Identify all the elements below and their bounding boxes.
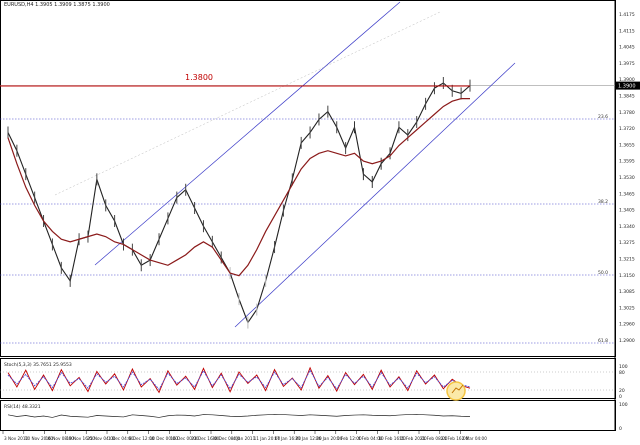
- price-tick-label: 1.3025: [619, 305, 635, 311]
- price-tick-label: 1.3275: [619, 240, 635, 246]
- stoch-scale-label: 0: [619, 394, 622, 400]
- symbol-info: EURUSD,H4 1.3905 1.3909 1.3875 1.3900: [4, 2, 110, 8]
- current-price-tag: [616, 81, 640, 90]
- time-tick-label: 17 Jan 16:00: [274, 436, 301, 441]
- price-tick-label: 1.3780: [619, 110, 635, 116]
- price-tick-label: 1.4175: [619, 12, 635, 18]
- time-tick-label: 30 Dec 08:00: [212, 436, 240, 441]
- current-price-text: 1.3900: [618, 84, 636, 90]
- price-tick-label: 1.3655: [619, 142, 635, 148]
- trend-channel: [54, 1, 516, 328]
- channel-upper-line: [94, 1, 401, 266]
- main-panel-frame: [0, 0, 616, 357]
- stoch-signal-line: [7, 369, 471, 391]
- price-tick-label: 1.3720: [619, 126, 635, 132]
- stoch-scale-label: 80: [619, 370, 625, 376]
- price-tick-label: 1.3405: [619, 208, 635, 214]
- time-tick-label: 16 Nov 08:00: [46, 436, 75, 441]
- time-tick-label: 3 Nov 2010: [4, 436, 28, 441]
- time-tick-label: 24 Feb 16:00: [441, 436, 469, 441]
- channel-lower-line: [234, 62, 516, 328]
- price-line: [7, 82, 471, 324]
- channel-mid-line: [54, 11, 441, 196]
- rsi-panel: 100 0: [7, 402, 628, 432]
- price-tick-label: 1.3215: [619, 257, 635, 263]
- time-tick-label: 21 Feb 08:00: [420, 436, 448, 441]
- price-tick-label: 1.3465: [619, 191, 635, 197]
- time-tick-label: 25 Nov 04:00: [87, 436, 116, 441]
- price-scale: 1.4175 1.4115 1.4045 1.3975 1.3900 1.3845 1.37…: [616, 12, 640, 344]
- price-tick-label: 1.3340: [619, 224, 635, 230]
- time-tick-label: 10 Feb 16:00: [378, 436, 406, 441]
- fib-level-label: 50.0: [598, 270, 608, 276]
- time-tick-label: 10 Dec 00:00: [150, 436, 178, 441]
- time-tick-label: 16 Dec 00:00: [170, 436, 198, 441]
- moving-average: [7, 98, 470, 277]
- stoch-main-line: [7, 366, 471, 394]
- stoch-panel-frame: [0, 358, 616, 399]
- time-tick-label: 26 Jan 20:00: [316, 436, 343, 441]
- price-tick-label: 1.2960: [619, 322, 635, 328]
- price-tick-label: 1.3845: [619, 94, 635, 100]
- time-tick-label: 11 Jan 20:00: [254, 436, 281, 441]
- time-tick-label: 2 Mar 04:00: [462, 436, 488, 441]
- time-tick-label: 19 Nov 16:00: [66, 436, 95, 441]
- time-tick-label: 1 Feb 12:00: [337, 436, 362, 441]
- price-tick-label: 1.3900: [619, 77, 635, 83]
- rsi-panel-frame: [0, 400, 616, 431]
- rsi-title: RSI(14) 48.3321: [4, 404, 41, 410]
- time-tick-label: 15 Feb 20:00: [399, 436, 427, 441]
- price-tick-label: 1.3975: [619, 61, 635, 67]
- stoch-scale-label: 20: [619, 388, 625, 394]
- moving-average-line: [7, 98, 470, 277]
- trend-up-icon: [451, 384, 464, 394]
- highlight-circle: [446, 381, 466, 401]
- price-tick-label: 1.3530: [619, 175, 635, 181]
- time-tick-label: 1 Dec 04:00: [108, 436, 134, 441]
- price-tick-label: 1.4115: [619, 28, 635, 34]
- fib-level-label: 61.8: [598, 338, 608, 344]
- price-tick-label: 1.2900: [619, 338, 635, 344]
- stoch-scale-label: 100: [619, 364, 628, 370]
- price-series: [7, 77, 471, 329]
- price-tick-label: 1.3085: [619, 289, 635, 295]
- fib-level-label: 23.6: [598, 114, 608, 120]
- time-tick-label: 10 Nov 20:00: [25, 436, 54, 441]
- time-tick-label: 4 Feb 04:00: [358, 436, 383, 441]
- rsi-scale-label: 100: [619, 402, 628, 408]
- price-tick-label: 1.3150: [619, 273, 635, 279]
- level-label: 1.3800: [185, 73, 213, 82]
- time-tick-label: 4 Jan 2011: [233, 436, 256, 441]
- time-tick-label: 21 Jan 12:00: [295, 436, 322, 441]
- rsi-line: [7, 413, 471, 418]
- stoch-title: Stoch(5,3,3) 35.7651 25.9553: [4, 362, 72, 368]
- rsi-scale-label: 0: [619, 426, 622, 432]
- price-tick-label: 1.3595: [619, 159, 635, 165]
- time-tick-label: 23 Dec 16:00: [191, 436, 219, 441]
- price-tick-label: 1.4045: [619, 45, 635, 51]
- grid: 23.6 38.2 50.0 61.8: [0, 85, 615, 344]
- fib-level-label: 38.2: [598, 199, 608, 205]
- time-tick-label: 6 Dec 12:00: [129, 436, 155, 441]
